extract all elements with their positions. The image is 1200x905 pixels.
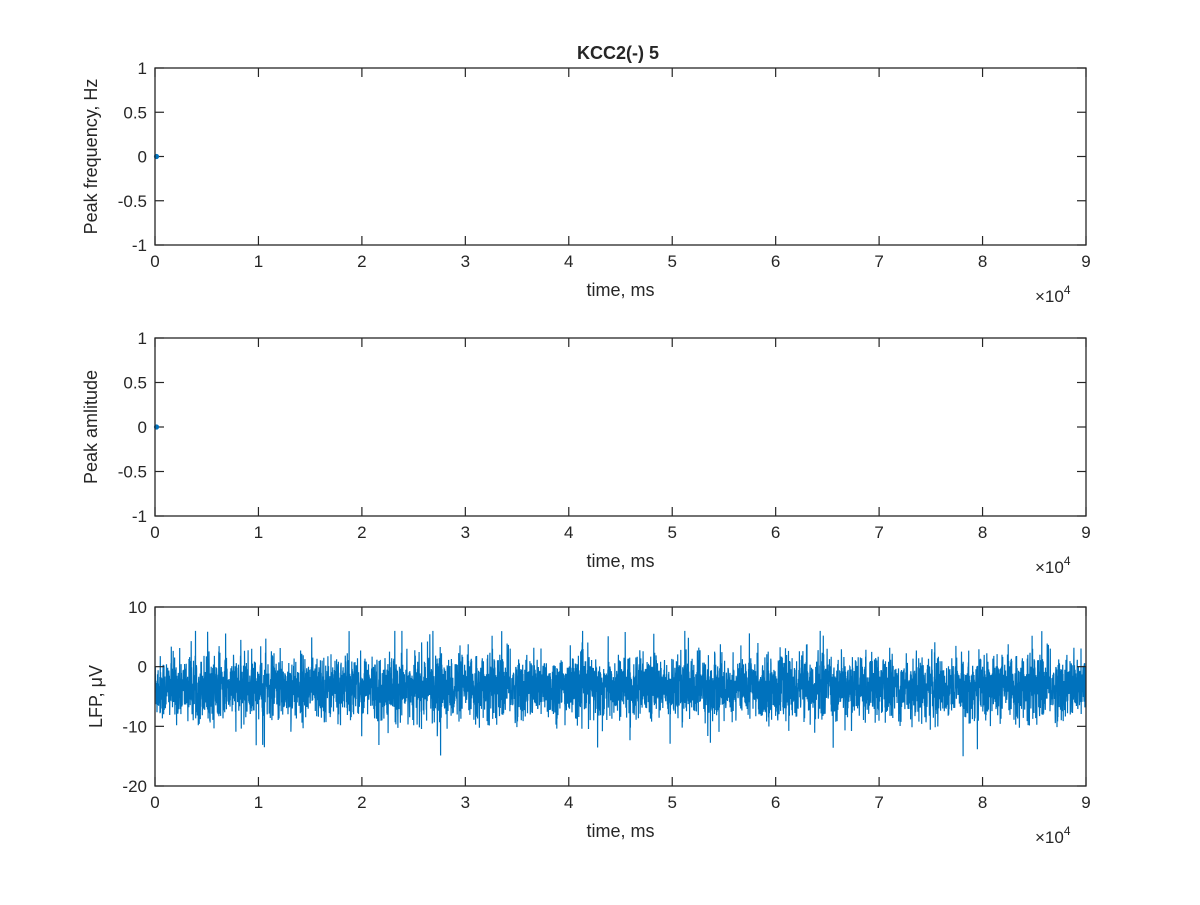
y-tick-label: -1 [132, 507, 147, 526]
y-tick-label: 0.5 [123, 103, 147, 122]
x-exponent-power: 4 [1064, 824, 1071, 838]
subplot-peak-amplitude: 0 1 2 3 4 5 6 7 8 9 -1 -0.5 0 0.5 1 time, ms Peak amli… [81, 329, 1091, 577]
lfp-trace-line [155, 630, 1086, 757]
x-axis-label: time, ms [586, 551, 654, 571]
x-tick-label: 6 [771, 523, 780, 542]
x-tick-label: 4 [564, 793, 573, 812]
x-exponent-base: ×10 [1035, 287, 1064, 306]
x-tick-label: 9 [1081, 252, 1090, 271]
y-tick-label: 0 [138, 418, 147, 437]
x-tick-label: 5 [667, 523, 676, 542]
x-tick-label: 7 [874, 523, 883, 542]
x-tick-label: 5 [667, 793, 676, 812]
x-tick-label: 9 [1081, 793, 1090, 812]
x-tick-label: 0 [150, 252, 159, 271]
y-tick-label: 1 [138, 329, 147, 348]
x-tick-label: 6 [771, 793, 780, 812]
x-tick-label: 8 [978, 523, 987, 542]
plot-area [155, 68, 1086, 245]
y-axis-label: LFP, μV [86, 665, 106, 728]
x-tick-label: 0 [150, 793, 159, 812]
plot-area [155, 338, 1086, 516]
series-marks [155, 630, 1086, 757]
axes-frame [154, 67, 1087, 246]
y-tick-label: 10 [128, 598, 147, 617]
x-tick-label: 1 [254, 252, 263, 271]
x-tick-label: 9 [1081, 523, 1090, 542]
y-tick-label: -20 [122, 777, 147, 796]
x-tick-label: 5 [667, 252, 676, 271]
subplot-lfp: 0 1 2 3 4 5 6 7 8 9 -20 -10 0 10 time, ms LFP, μV ×10… [86, 598, 1091, 847]
x-tick-label: 2 [357, 523, 366, 542]
y-tick-label: 0 [138, 658, 147, 677]
x-tick-label: 3 [461, 523, 470, 542]
x-tick-label: 3 [461, 252, 470, 271]
tick-group: 0 1 2 3 4 5 6 7 8 9 -1 -0.5 0 0.5 1 [118, 329, 1091, 542]
x-tick-label: 1 [254, 523, 263, 542]
x-tick-label: 2 [357, 793, 366, 812]
x-tick-label: 4 [564, 252, 573, 271]
x-exponent-base: ×10 [1035, 828, 1064, 847]
y-axis-label: Peak frequency, Hz [81, 79, 101, 235]
x-exponent-label: ×104 [1035, 554, 1071, 577]
figure-title: KCC2(-) 5 [577, 43, 659, 63]
tick-group: 0 1 2 3 4 5 6 7 8 9 -20 -10 0 10 [122, 598, 1090, 812]
x-tick-label: 0 [150, 523, 159, 542]
x-tick-label: 8 [978, 252, 987, 271]
y-axis-label: Peak amlitude [81, 370, 101, 484]
x-exponent-label: ×104 [1035, 283, 1071, 306]
axes-frame [154, 606, 1087, 787]
x-tick-label: 7 [874, 252, 883, 271]
x-tick-label: 1 [254, 793, 263, 812]
y-tick-label: -0.5 [118, 192, 147, 211]
y-tick-label: 0.5 [123, 374, 147, 393]
axes-frame [154, 337, 1087, 517]
x-tick-label: 4 [564, 523, 573, 542]
x-exponent-label: ×104 [1035, 824, 1071, 847]
x-axis-label: time, ms [586, 821, 654, 841]
x-axis-label: time, ms [586, 280, 654, 300]
y-tick-label: -10 [122, 717, 147, 736]
x-tick-label: 3 [461, 793, 470, 812]
y-tick-label: -0.5 [118, 463, 147, 482]
x-tick-label: 7 [874, 793, 883, 812]
x-exponent-base: ×10 [1035, 558, 1064, 577]
x-tick-label: 2 [357, 252, 366, 271]
x-exponent-power: 4 [1064, 554, 1071, 568]
x-exponent-power: 4 [1064, 283, 1071, 297]
y-tick-label: 0 [138, 148, 147, 167]
subplot-peak-frequency: 0 1 2 3 4 5 6 7 8 9 -1 -0.5 0 0.5 1 time, ms Peak freq… [81, 59, 1091, 306]
x-tick-label: 8 [978, 793, 987, 812]
x-tick-label: 6 [771, 252, 780, 271]
y-tick-label: -1 [132, 236, 147, 255]
y-tick-label: 1 [138, 59, 147, 78]
